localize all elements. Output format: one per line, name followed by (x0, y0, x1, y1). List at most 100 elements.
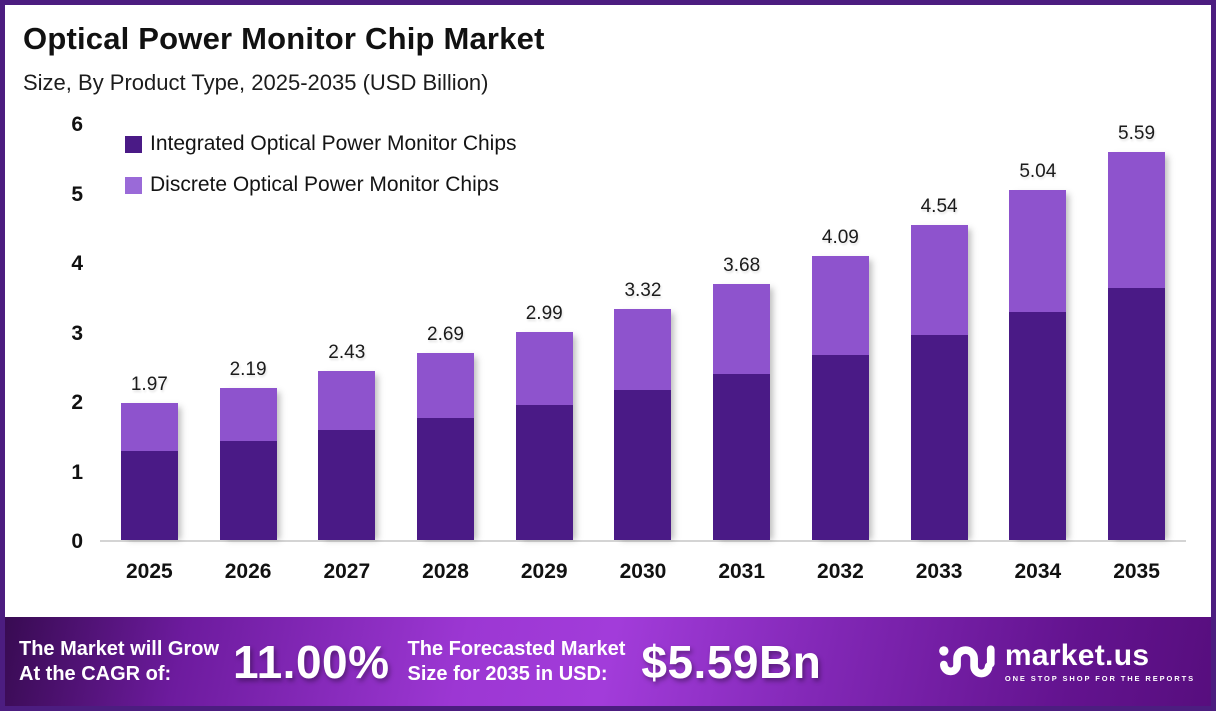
bar-total-label-2034: 5.04 (1019, 160, 1057, 182)
bar-segment-integrated-2028 (417, 418, 475, 540)
bar-2028: 2.69 (417, 125, 475, 540)
bar-stack-2025 (120, 403, 178, 540)
bar-stack-2029 (515, 332, 573, 540)
bar-2027: 2.43 (318, 125, 376, 540)
bar-total-label-2035: 5.59 (1118, 122, 1156, 144)
bar-segment-discrete-2033 (910, 224, 968, 335)
x-label-2029: 2029 (520, 560, 568, 583)
bar-segment-integrated-2032 (811, 355, 869, 540)
plot-area: 1.97 2.19 2.43 2.69 2.99 3.32 3.68 4.09 4.54 5.04… (100, 122, 1186, 542)
bar-2026: 2.19 (219, 125, 277, 540)
bar-total-label-2032: 4.09 (821, 226, 859, 248)
y-tick-1: 1 (71, 460, 83, 484)
bar-segment-integrated-2031 (713, 373, 771, 540)
bar-segment-discrete-2027 (318, 371, 376, 431)
bar-segment-discrete-2028 (417, 353, 475, 419)
bar-total-label-2027: 2.43 (328, 342, 366, 364)
marketus-logo-name: market.us (1004, 638, 1150, 672)
bar-stack-2033 (910, 224, 968, 540)
forecast-label: The Forecasted Market Size for 2035 in U… (408, 637, 626, 687)
bar-stack-2026 (219, 387, 277, 540)
footer-banner: The Market will Grow At the CAGR of: 11.… (5, 617, 1211, 706)
marketus-logo-tagline: ONE STOP SHOP FOR THE REPORTS (1004, 673, 1195, 683)
bar-segment-integrated-2029 (515, 405, 573, 540)
bar-segment-integrated-2035 (1108, 287, 1166, 540)
marketus-logo-text: market.us ONE STOP SHOP FOR THE REPORTS (1004, 638, 1195, 683)
bar-segment-integrated-2030 (614, 389, 672, 540)
bar-2033: 4.54 (910, 125, 968, 540)
bar-segment-integrated-2027 (318, 430, 376, 540)
x-label-2027: 2027 (323, 560, 371, 583)
legend-swatch-icon (125, 176, 142, 194)
y-tick-0: 0 (71, 530, 83, 553)
bar-segment-discrete-2031 (713, 284, 771, 374)
bar-total-label-2030: 3.32 (624, 280, 662, 302)
y-tick-3: 3 (71, 321, 83, 345)
bar-2025: 1.97 (120, 125, 178, 540)
bar-stack-2028 (417, 353, 475, 540)
cagr-value: 11.00% (233, 635, 390, 688)
bar-stack-2027 (318, 371, 376, 540)
bar-total-label-2028: 2.69 (427, 324, 464, 346)
bar-segment-integrated-2026 (219, 441, 277, 540)
y-tick-5: 5 (71, 182, 83, 206)
bar-2031: 3.68 (713, 125, 771, 540)
page-title: Optical Power Monitor Chip Market (23, 21, 545, 56)
bar-2032: 4.09 (811, 125, 869, 540)
bar-segment-discrete-2034 (1009, 189, 1067, 312)
bar-stack-2034 (1009, 189, 1067, 540)
x-label-2035: 2035 (1113, 560, 1160, 583)
x-axis: 2025 2026 2027 2028 2029 2030 2031 2032 2033 2034… (100, 560, 1186, 584)
x-label-2032: 2032 (817, 560, 864, 583)
cagr-label-line1: The Market will Grow (19, 637, 220, 660)
x-label-2025: 2025 (126, 560, 173, 583)
bar-total-label-2026: 2.19 (229, 358, 267, 380)
bar-segment-discrete-2025 (120, 403, 178, 451)
marketus-logo: market.us ONE STOP SHOP FOR THE REPORTS (937, 639, 1195, 685)
chart-legend: Integrated Optical Power Monitor Chips Di… (125, 132, 517, 197)
cagr-label-line2: At the CAGR of: (19, 662, 172, 685)
marketus-logo-icon (937, 639, 995, 685)
bar-total-label-2031: 3.68 (723, 255, 761, 277)
bar-total-label-2025: 1.97 (130, 374, 168, 395)
bar-2029: 2.99 (515, 125, 573, 540)
legend-label: Discrete Optical Power Monitor Chips (150, 173, 499, 196)
bar-stack-2035 (1108, 151, 1166, 540)
bar-segment-discrete-2030 (614, 309, 672, 390)
bar-segment-integrated-2034 (1009, 312, 1067, 540)
cagr-label: The Market will Grow At the CAGR of: (19, 637, 219, 687)
bar-segment-discrete-2035 (1108, 151, 1166, 288)
bar-segment-discrete-2026 (219, 387, 277, 442)
chart-header: Optical Power Monitor Chip Market Size, … (5, 5, 1211, 96)
bar-2030: 3.32 (614, 125, 672, 540)
bar-total-label-2029: 2.99 (525, 303, 563, 325)
forecast-value: $5.59Bn (641, 635, 822, 688)
bar-2034: 5.04 (1009, 125, 1067, 540)
x-label-2030: 2030 (619, 560, 667, 583)
stacked-bar-chart: 0 1 2 3 4 5 6 1.97 2.19 2.43 2.69 2.99 3.32 3.68 4.09… (5, 100, 1211, 592)
forecast-label-line1: The Forecasted Market (407, 637, 626, 660)
bar-segment-discrete-2032 (811, 255, 869, 356)
legend-item-discrete: Discrete Optical Power Monitor Chips (125, 173, 517, 197)
forecast-label-line2: Size for 2035 in USD: (407, 662, 608, 685)
x-label-2026: 2026 (224, 560, 272, 583)
bar-2035: 5.59 (1108, 122, 1166, 540)
bar-segment-integrated-2033 (910, 335, 968, 540)
bar-stack-2032 (811, 255, 869, 540)
chart-subtitle: Size, By Product Type, 2025-2035 (USD Bi… (23, 70, 489, 95)
y-axis: 0 1 2 3 4 5 6 (43, 113, 83, 553)
x-label-2031: 2031 (718, 560, 766, 583)
bar-segment-integrated-2025 (120, 451, 178, 540)
legend-swatch-icon (125, 135, 142, 153)
bar-total-label-2033: 4.54 (920, 195, 958, 217)
x-label-2034: 2034 (1014, 560, 1062, 583)
y-tick-6: 6 (71, 113, 83, 136)
y-tick-4: 4 (71, 252, 83, 276)
x-label-2033: 2033 (915, 560, 963, 583)
y-tick-2: 2 (71, 391, 83, 415)
bar-segment-discrete-2029 (515, 332, 573, 406)
bar-stack-2030 (614, 309, 672, 540)
legend-label: Integrated Optical Power Monitor Chips (150, 132, 517, 155)
x-label-2028: 2028 (422, 560, 469, 583)
legend-item-integrated: Integrated Optical Power Monitor Chips (125, 132, 517, 156)
